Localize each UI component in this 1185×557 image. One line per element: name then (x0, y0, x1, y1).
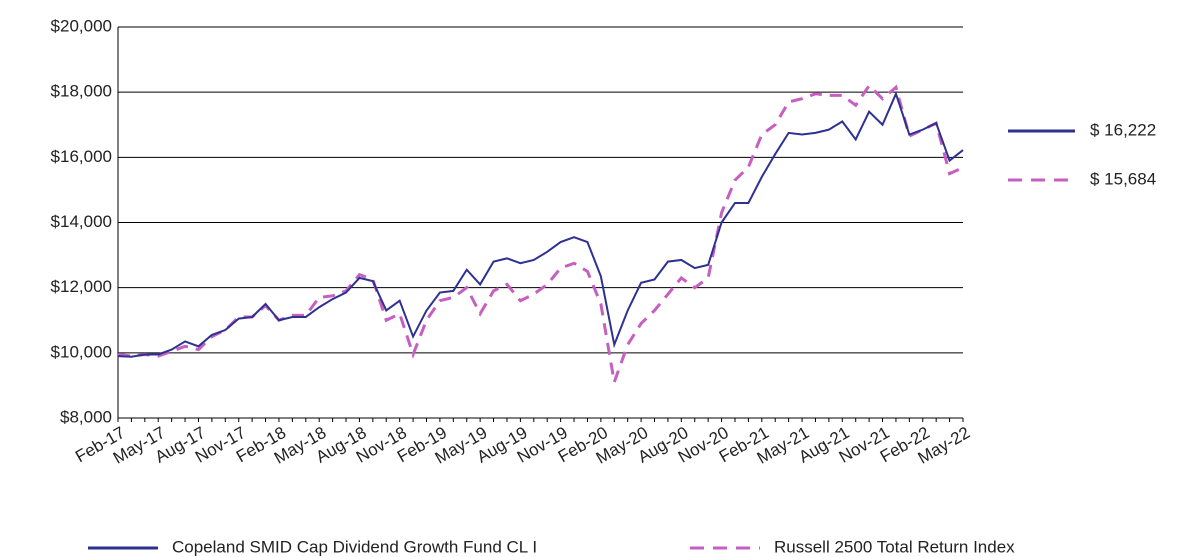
end-label: $ 16,222 (1090, 120, 1156, 139)
y-tick-label: $12,000 (51, 277, 112, 296)
series-line (117, 90, 964, 358)
y-tick-label: $18,000 (51, 82, 112, 101)
y-tick-label: $8,000 (60, 407, 112, 426)
y-tick-label: $14,000 (51, 212, 112, 231)
y-tick-label: $20,000 (51, 16, 112, 35)
y-tick-label: $10,000 (51, 342, 112, 361)
legend-label: Russell 2500 Total Return Index (774, 537, 1015, 556)
legend-label: Copeland SMID Cap Dividend Growth Fund C… (172, 537, 537, 556)
series-line (117, 83, 964, 389)
end-label: $ 15,684 (1090, 169, 1156, 188)
y-tick-label: $16,000 (51, 147, 112, 166)
